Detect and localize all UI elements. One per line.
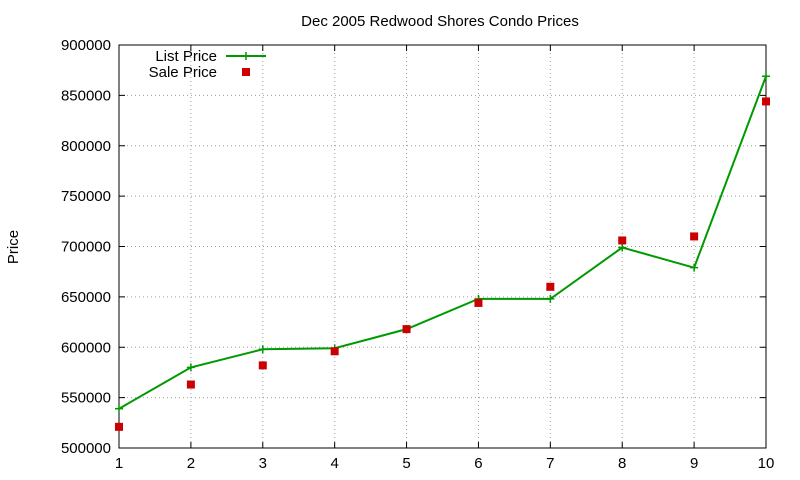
x-tick-label: 10 <box>758 455 775 472</box>
data-point <box>546 294 555 303</box>
data-point <box>690 232 699 241</box>
y-tick-label: 650000 <box>61 289 111 306</box>
series-layer <box>115 72 770 431</box>
y-axis-label: Price <box>5 230 22 264</box>
y-tick-label: 750000 <box>61 188 111 205</box>
data-point <box>546 282 555 291</box>
x-tick-label: 9 <box>690 455 698 472</box>
axis-ticks: 500000 550000 600000 650000 700000 750000 8000… <box>61 37 774 472</box>
x-tick-label: 7 <box>546 455 554 472</box>
series-line <box>118 75 767 410</box>
data-point <box>258 345 267 354</box>
data-point <box>115 422 123 431</box>
data-point <box>474 298 483 307</box>
y-tick-label: 800000 <box>61 138 111 155</box>
series-list-price <box>115 72 770 413</box>
series-sale-price <box>115 97 770 431</box>
legend-label: List Price <box>155 48 217 65</box>
y-tick-label: 600000 <box>61 339 111 356</box>
x-tick-label: 2 <box>187 455 195 472</box>
data-point <box>762 72 770 81</box>
data-point <box>186 380 195 389</box>
x-tick-label: 1 <box>115 455 123 472</box>
legend-label: Sale Price <box>149 64 217 81</box>
data-point <box>690 263 699 272</box>
data-point <box>330 347 339 356</box>
y-tick-label: 700000 <box>61 239 111 256</box>
y-tick-label: 850000 <box>61 87 111 104</box>
x-tick-label: 4 <box>330 455 338 472</box>
chart-title: Dec 2005 Redwood Shores Condo Prices <box>301 13 579 30</box>
legend-swatch-marker <box>242 68 250 76</box>
x-tick-label: 6 <box>474 455 482 472</box>
plot-frame <box>118 44 767 449</box>
y-tick-label: 900000 <box>61 37 111 54</box>
legend-swatch-marker <box>242 52 250 60</box>
x-tick-label: 3 <box>259 455 267 472</box>
data-point <box>762 97 770 106</box>
x-tick-label: 8 <box>618 455 626 472</box>
y-tick-label: 550000 <box>61 390 111 407</box>
data-point <box>402 325 411 334</box>
data-point <box>618 243 627 252</box>
data-point <box>618 236 627 245</box>
x-tick-label: 5 <box>402 455 410 472</box>
grid-lines <box>119 45 766 448</box>
data-point <box>186 363 195 372</box>
data-point <box>258 361 267 370</box>
data-point <box>115 404 123 413</box>
y-tick-label: 500000 <box>61 440 111 457</box>
